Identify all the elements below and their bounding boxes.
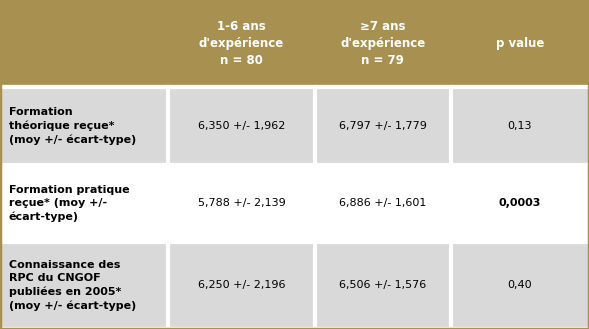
Bar (0, 164, 168, 242)
Text: 1-6 ans
d'expérience
n = 80: 1-6 ans d'expérience n = 80 (199, 20, 284, 67)
Bar (168, 87, 315, 164)
Text: ≥7 ans
d'expérience
n = 79: ≥7 ans d'expérience n = 79 (340, 20, 425, 67)
Text: 6,886 +/- 1,601: 6,886 +/- 1,601 (339, 198, 426, 208)
Bar (315, 164, 451, 242)
Bar (0, 87, 168, 164)
Text: 0,0003: 0,0003 (499, 198, 541, 208)
Bar (168, 242, 315, 329)
Bar (315, 87, 451, 164)
Text: 6,506 +/- 1,576: 6,506 +/- 1,576 (339, 280, 426, 291)
Text: 5,788 +/- 2,139: 5,788 +/- 2,139 (198, 198, 285, 208)
Bar (0, 242, 168, 329)
Bar (451, 242, 589, 329)
Text: 0,40: 0,40 (508, 280, 532, 291)
Text: 6,350 +/- 1,962: 6,350 +/- 1,962 (198, 121, 285, 131)
Text: Formation pratique
reçue* (moy +/-
écart-type): Formation pratique reçue* (moy +/- écart… (9, 185, 130, 222)
Text: p value: p value (495, 37, 544, 50)
Bar (0, 0, 589, 87)
Text: Connaissance des
RPC du CNGOF
publiées en 2005*
(moy +/- écart-type): Connaissance des RPC du CNGOF publiées e… (9, 260, 136, 311)
Bar (168, 164, 315, 242)
Bar (451, 164, 589, 242)
Text: 6,797 +/- 1,779: 6,797 +/- 1,779 (339, 121, 427, 131)
Text: 0,13: 0,13 (508, 121, 532, 131)
Bar (315, 242, 451, 329)
Text: Formation
théorique reçue*
(moy +/- écart-type): Formation théorique reçue* (moy +/- écar… (9, 107, 136, 145)
Text: 6,250 +/- 2,196: 6,250 +/- 2,196 (198, 280, 285, 291)
Bar (451, 87, 589, 164)
